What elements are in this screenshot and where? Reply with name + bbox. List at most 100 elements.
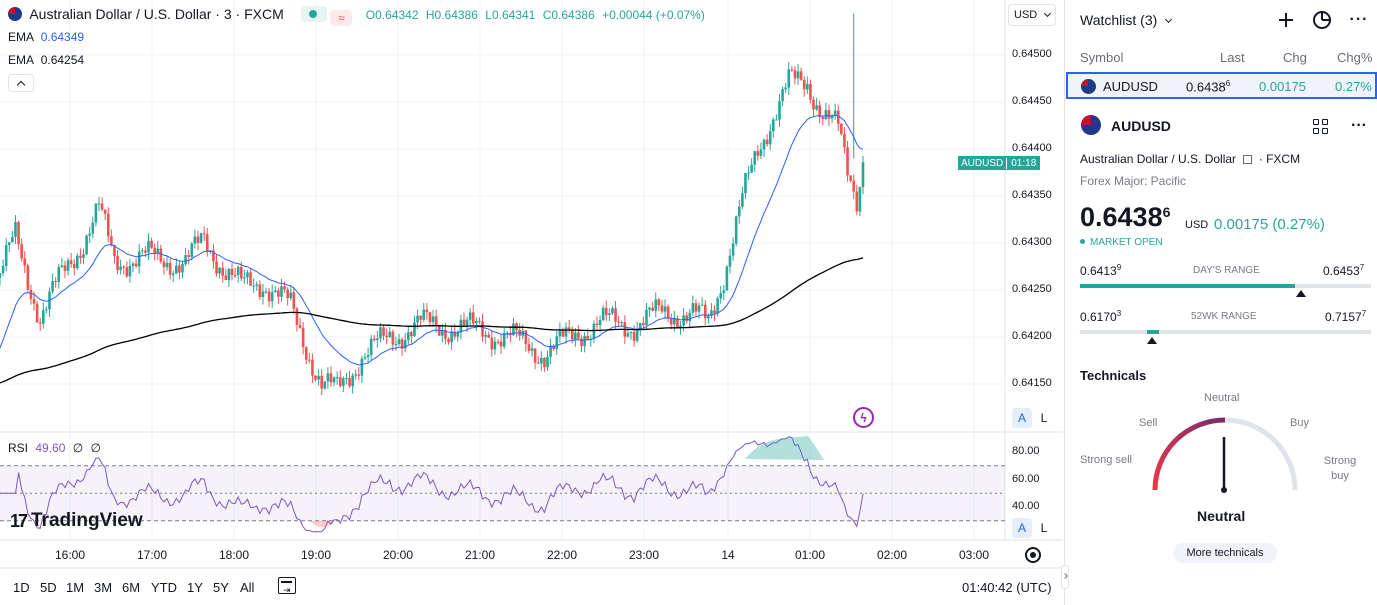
candle-body bbox=[855, 191, 859, 212]
candle-body bbox=[570, 329, 574, 340]
candle-body bbox=[372, 338, 376, 341]
chevron-down-icon bbox=[1043, 9, 1052, 18]
candle-body bbox=[840, 123, 843, 135]
panel-splitter[interactable] bbox=[1061, 565, 1069, 589]
time-axis-settings-icon[interactable] bbox=[1025, 547, 1041, 563]
candle-body bbox=[292, 292, 296, 309]
candle-body bbox=[17, 222, 20, 245]
candle-body bbox=[716, 298, 719, 314]
details-more-button[interactable]: ··· bbox=[1347, 115, 1371, 137]
candle-body bbox=[215, 261, 218, 274]
candle-body bbox=[283, 286, 286, 290]
details-price-value: 0.6438 bbox=[1080, 202, 1163, 232]
candle-body bbox=[793, 70, 797, 79]
open-label: O bbox=[365, 8, 376, 22]
col-last[interactable]: Last bbox=[1220, 50, 1245, 65]
ema-slow-line bbox=[0, 257, 864, 384]
ema-slow-legend[interactable]: EMA 0.64254 bbox=[8, 53, 84, 67]
rsi-extra-1: ∅ bbox=[72, 441, 84, 455]
col-symbol[interactable]: Symbol bbox=[1080, 50, 1124, 65]
rsi-legend[interactable]: RSI 49.60 ∅ ∅ bbox=[8, 441, 101, 455]
candle-body bbox=[267, 291, 271, 302]
status-dot-icon bbox=[1080, 239, 1085, 244]
range-button-1d[interactable]: 1D bbox=[13, 580, 30, 595]
candle-body bbox=[858, 187, 862, 212]
symbol-title[interactable]: Australian Dollar / U.S. Dollar · 3 · FX… bbox=[29, 6, 284, 22]
range-button-all[interactable]: All bbox=[240, 580, 255, 595]
range-button-1y[interactable]: 1Y bbox=[187, 580, 203, 595]
chart-canvas[interactable] bbox=[0, 0, 1063, 605]
candle-body bbox=[453, 331, 456, 337]
candle-body bbox=[277, 290, 280, 297]
more-technicals-button[interactable]: More technicals bbox=[1173, 543, 1277, 563]
goto-date-icon[interactable]: ⇥ bbox=[278, 577, 296, 595]
details-symbol[interactable]: AUDUSD bbox=[1111, 118, 1171, 134]
rsi-auto-scale-button[interactable]: A bbox=[1012, 518, 1032, 538]
candle-body bbox=[756, 151, 760, 156]
au-flag-icon bbox=[8, 7, 22, 21]
flash-alert-icon[interactable]: ϟ bbox=[853, 407, 874, 428]
candle-body bbox=[447, 338, 450, 343]
candle-body bbox=[97, 203, 101, 205]
candle-body bbox=[11, 236, 14, 243]
candle-body bbox=[549, 345, 552, 357]
candle-body bbox=[354, 374, 358, 376]
candle-body bbox=[765, 139, 769, 145]
layout-grid-button[interactable] bbox=[1311, 117, 1329, 135]
range-button-3m[interactable]: 3M bbox=[94, 580, 113, 595]
technicals-gauge bbox=[1152, 417, 1298, 493]
details-price: 0.64386 bbox=[1080, 202, 1170, 233]
market-status: MARKET OPEN bbox=[1080, 237, 1163, 248]
candle-body bbox=[524, 330, 528, 345]
collapse-legend-button[interactable] bbox=[8, 74, 34, 92]
details-category[interactable]: Forex Major: Pacific bbox=[1080, 174, 1187, 188]
range-button-6m[interactable]: 6M bbox=[122, 580, 141, 595]
col-chgp[interactable]: Chg% bbox=[1337, 50, 1373, 65]
row-chgp: 0.27% bbox=[1335, 79, 1372, 94]
watchlist-title-button[interactable]: Watchlist (3) bbox=[1080, 12, 1173, 28]
candle-body bbox=[846, 147, 849, 176]
candle-body bbox=[734, 216, 738, 244]
candle-body bbox=[76, 255, 79, 269]
watchlist-more-button[interactable]: ··· bbox=[1347, 8, 1371, 32]
chart-pane[interactable]: Australian Dollar / U.S. Dollar · 3 · FX… bbox=[0, 0, 1063, 605]
candle-body bbox=[366, 355, 370, 358]
compare-wave-icon[interactable]: ≈ bbox=[330, 10, 353, 26]
candle-body bbox=[663, 306, 667, 312]
range-button-ytd[interactable]: YTD bbox=[151, 580, 177, 595]
candle-body bbox=[546, 356, 549, 368]
candle-body bbox=[673, 318, 676, 325]
candle-body bbox=[351, 375, 354, 387]
clock-display[interactable]: 01:40:42 (UTC) bbox=[962, 580, 1052, 595]
watchlist-analytics-button[interactable] bbox=[1310, 8, 1334, 32]
tradingview-logo: 17 TradingView bbox=[10, 510, 143, 532]
details-name[interactable]: Australian Dollar / U.S. Dollar bbox=[1080, 152, 1237, 166]
candle-body bbox=[85, 235, 88, 255]
candle-body bbox=[620, 322, 624, 324]
external-link-icon[interactable] bbox=[1243, 155, 1253, 164]
candle-body bbox=[759, 149, 763, 156]
range-button-1m[interactable]: 1M bbox=[66, 580, 85, 595]
range-button-5d[interactable]: 5D bbox=[40, 580, 57, 595]
rsi-log-scale-button[interactable]: L bbox=[1034, 518, 1054, 538]
watchlist-row[interactable]: AUDUSD 0.64386 0.00175 0.27% bbox=[1066, 72, 1377, 99]
wk52-range-high: 0.71577 bbox=[1325, 309, 1366, 324]
range-button-5y[interactable]: 5Y bbox=[213, 580, 229, 595]
candle-body bbox=[645, 309, 648, 326]
add-symbol-button[interactable] bbox=[1275, 9, 1297, 31]
candle-body bbox=[799, 71, 803, 80]
ema-slow-value: 0.64254 bbox=[40, 53, 85, 67]
wk52-range-marker-icon bbox=[1146, 337, 1157, 344]
price-tag-countdown: 01:18 bbox=[1011, 157, 1037, 169]
candle-body bbox=[270, 292, 274, 302]
col-chg[interactable]: Chg bbox=[1283, 50, 1307, 65]
candle-body bbox=[391, 331, 395, 345]
candle-body bbox=[719, 293, 723, 299]
ema-fast-legend[interactable]: EMA 0.64349 bbox=[8, 30, 84, 44]
auto-scale-button[interactable]: A bbox=[1012, 408, 1032, 428]
candle-body bbox=[236, 266, 240, 276]
currency-select[interactable]: USD bbox=[1008, 4, 1056, 26]
log-scale-button[interactable]: L bbox=[1034, 408, 1054, 428]
candle-body bbox=[737, 206, 741, 217]
wk52-range-fill bbox=[1146, 330, 1159, 334]
